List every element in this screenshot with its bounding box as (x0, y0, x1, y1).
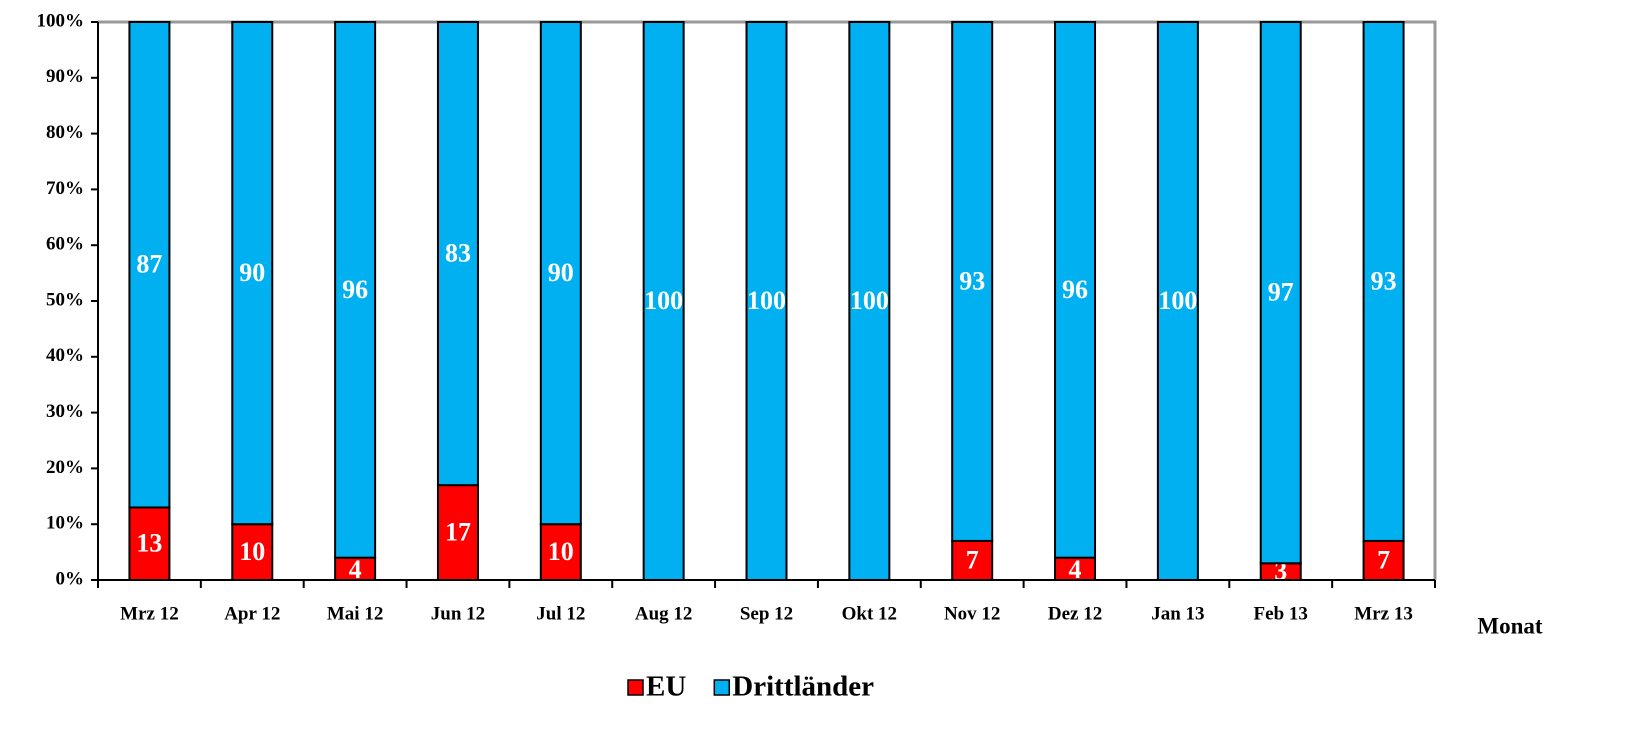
x-tick-label: Aug 12 (635, 603, 693, 624)
y-tick-label: 80% (46, 122, 84, 143)
data-label: 100 (850, 286, 889, 315)
data-label: 93 (1371, 266, 1397, 295)
bar-segment (951, 539, 994, 582)
data-label: 87 (136, 250, 162, 279)
bar-segment (1259, 21, 1302, 565)
y-tick-label: 0% (56, 568, 85, 589)
data-label: 7 (1377, 545, 1390, 574)
data-label: 90 (548, 258, 574, 287)
x-tick-label: Feb 13 (1254, 603, 1308, 624)
legend-label: Drittländer (732, 671, 874, 703)
data-label: 4 (349, 555, 362, 584)
bar-segment (334, 21, 377, 559)
x-tick-label: Dez 12 (1048, 603, 1102, 624)
bar-segment (1362, 539, 1405, 582)
data-label: 100 (1158, 286, 1197, 315)
y-tick-label: 70% (46, 178, 84, 199)
x-tick-label: Mrz 13 (1354, 603, 1413, 624)
data-label: 13 (136, 529, 162, 558)
data-label: 100 (644, 286, 683, 315)
bar-segment (539, 21, 582, 526)
bar-segment (1054, 21, 1097, 559)
bar-segment (951, 21, 994, 542)
bar-segment (848, 21, 891, 581)
bar-segment (1362, 21, 1405, 542)
legend-swatch (713, 679, 731, 696)
data-label: 90 (239, 258, 265, 287)
bar-segment (128, 21, 171, 509)
bar-segment (642, 21, 685, 581)
data-label: 10 (548, 537, 574, 566)
data-label: 100 (747, 286, 786, 315)
legend-swatch (627, 679, 644, 696)
bar-segment (231, 21, 274, 526)
y-tick-label: 20% (46, 457, 84, 478)
data-label: 96 (342, 275, 368, 304)
data-label: 4 (1069, 555, 1082, 584)
data-label: 97 (1268, 278, 1294, 307)
x-tick-label: Mrz 12 (120, 603, 179, 624)
y-tick-label: 90% (46, 66, 84, 87)
bar-segment (745, 21, 788, 581)
data-label: 96 (1062, 275, 1088, 304)
y-tick-label: 60% (46, 234, 84, 255)
data-label: 7 (966, 545, 979, 574)
y-tick-label: 40% (46, 345, 84, 366)
y-tick-label: 100% (37, 10, 85, 31)
data-label: 17 (445, 518, 471, 547)
x-tick-label: Jul 12 (536, 603, 585, 624)
legend-label: EU (646, 671, 686, 703)
x-tick-label: Apr 12 (224, 603, 280, 624)
x-tick-label: Nov 12 (944, 603, 1000, 624)
y-tick-label: 50% (46, 289, 84, 310)
x-tick-label: Mai 12 (327, 603, 383, 624)
y-tick-label: 30% (46, 401, 84, 422)
y-tick-label: 10% (46, 513, 84, 534)
data-label: 93 (959, 266, 985, 295)
x-tick-label: Jun 12 (431, 603, 485, 624)
x-tick-label: Okt 12 (842, 603, 897, 624)
x-axis-label: Monat (1477, 613, 1543, 638)
bar-segment (436, 21, 479, 487)
data-label: 83 (445, 239, 471, 268)
x-tick-label: Sep 12 (740, 603, 793, 624)
x-tick-label: Jan 13 (1151, 603, 1204, 624)
data-label: 10 (239, 537, 265, 566)
